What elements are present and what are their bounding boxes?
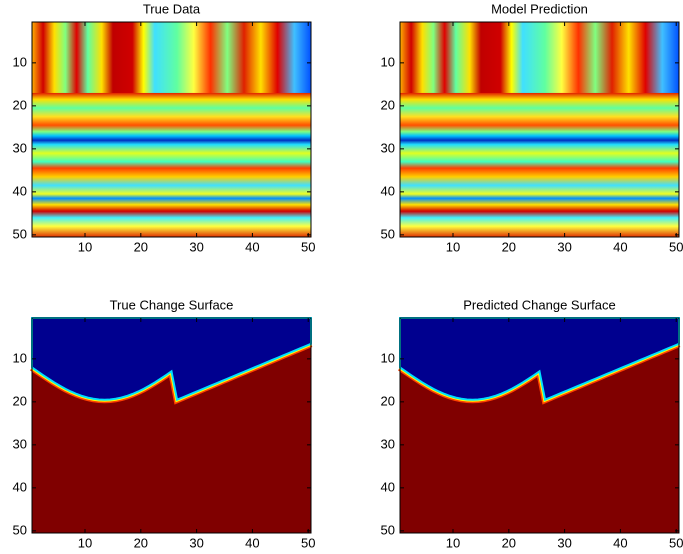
y-tick-label: 40 [381,479,395,494]
x-tick-label: 20 [134,535,148,550]
y-tick-label: 40 [381,183,395,198]
x-tick-label: 50 [669,535,683,550]
x-tick-label: 20 [134,239,148,254]
x-tick-label: 10 [446,239,460,254]
x-tick-label: 40 [613,239,627,254]
change-region [31,317,312,402]
x-tick-label: 50 [301,239,315,254]
y-tick-label: 10 [381,350,395,365]
axes-frame [31,21,312,238]
x-tick-label: 30 [557,239,571,254]
chart-title: True Data [143,1,201,16]
y-tick-label: 20 [381,393,395,408]
y-tick-label: 10 [13,350,27,365]
x-tick-label: 10 [446,535,460,550]
y-tick-label: 10 [13,54,27,69]
y-tick-label: 50 [13,226,27,241]
x-tick-label: 50 [301,535,315,550]
chart-title: Predicted Change Surface [463,297,615,312]
y-tick-label: 30 [381,436,395,451]
change-region [399,317,680,402]
x-tick-label: 10 [78,535,92,550]
chart-title: Model Prediction [491,1,588,16]
axes-frame [399,317,680,534]
x-tick-label: 30 [189,239,203,254]
y-tick-label: 40 [13,479,27,494]
x-tick-label: 40 [245,239,259,254]
x-tick-label: 40 [245,535,259,550]
x-tick-label: 50 [669,239,683,254]
x-tick-label: 30 [557,535,571,550]
y-tick-label: 20 [13,393,27,408]
heatmap-image [32,22,311,93]
y-tick-label: 30 [381,140,395,155]
y-tick-label: 50 [13,522,27,537]
x-tick-label: 40 [613,535,627,550]
y-tick-label: 30 [13,436,27,451]
chart-title: True Change Surface [110,297,234,312]
heatmap-image [400,22,679,93]
x-tick-label: 20 [502,535,516,550]
y-tick-label: 50 [381,226,395,241]
x-tick-label: 20 [502,239,516,254]
y-tick-label: 20 [381,97,395,112]
y-tick-label: 40 [13,183,27,198]
y-tick-label: 20 [13,97,27,112]
axes-frame [31,317,312,534]
x-tick-label: 10 [78,239,92,254]
y-tick-label: 30 [13,140,27,155]
y-tick-label: 10 [381,54,395,69]
x-tick-label: 30 [189,535,203,550]
y-tick-label: 50 [381,522,395,537]
axes-frame [399,21,680,238]
